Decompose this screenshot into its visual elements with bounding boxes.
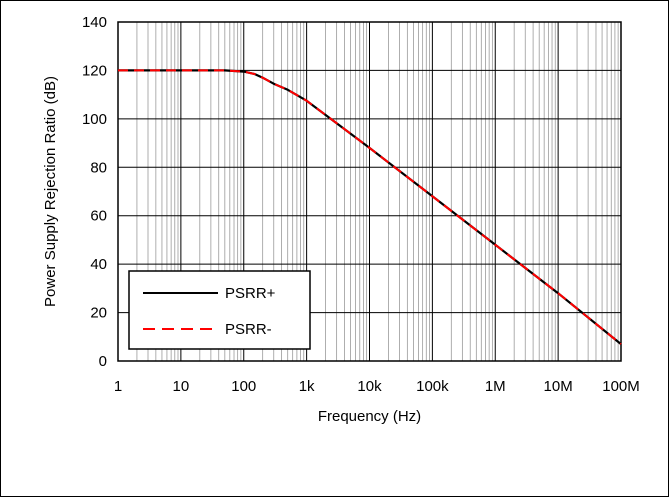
x-tick-label: 100M	[602, 378, 640, 395]
y-tick-labels: 0 20 40 60 80 100 120 140	[82, 14, 107, 370]
x-tick-label: 10M	[544, 378, 573, 395]
legend-box	[128, 270, 311, 350]
x-tick-label: 100	[231, 378, 256, 395]
x-tick-label: 1k	[299, 378, 315, 395]
y-tick-label: 100	[82, 111, 107, 128]
y-tick-label: 60	[90, 208, 107, 225]
x-axis-label: Frequency (Hz)	[318, 408, 421, 425]
y-tick-label: 120	[82, 62, 107, 79]
y-axis-label: Power Supply Rejection Ratio (dB)	[42, 76, 59, 307]
y-tick-label: 40	[90, 256, 107, 273]
y-tick-label: 140	[82, 14, 107, 31]
x-tick-label: 1	[114, 378, 122, 395]
x-tick-label: 10k	[357, 378, 382, 395]
legend-label-psrr-plus: PSRR+	[225, 285, 276, 302]
y-tick-label: 0	[99, 353, 107, 370]
legend: PSRR+ PSRR-	[128, 270, 311, 350]
series-line-psrr-minus	[118, 69, 622, 345]
plot-area	[117, 21, 622, 362]
x-tick-labels: 1 10 100 1k 10k 100k 1M 10M 100M	[114, 378, 640, 395]
legend-label-psrr-minus: PSRR-	[225, 321, 272, 338]
y-tick-label: 80	[90, 159, 107, 176]
x-tick-label: 1M	[485, 378, 506, 395]
y-tick-label: 20	[90, 305, 107, 322]
series-layer	[118, 69, 622, 345]
x-tick-label: 100k	[416, 378, 449, 395]
x-tick-label: 10	[173, 378, 190, 395]
